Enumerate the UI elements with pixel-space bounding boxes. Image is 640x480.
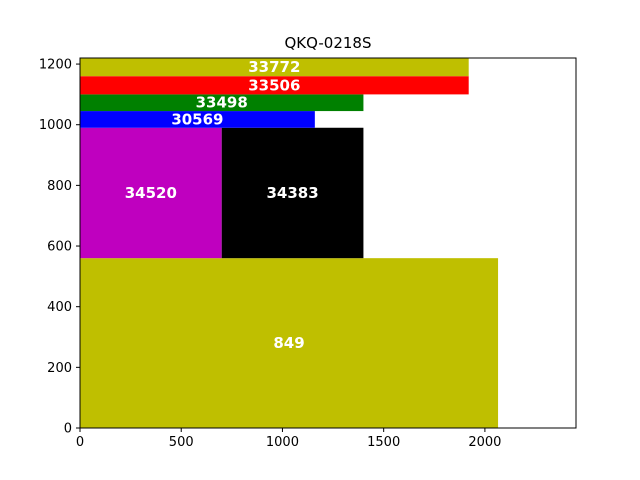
bars-group [80, 58, 499, 428]
chart-title: QKQ-0218S [285, 34, 372, 52]
y-tick-label: 400 [47, 300, 72, 315]
data-label-30569: 30569 [171, 110, 223, 128]
bar-33498 [80, 94, 364, 112]
y-tick-label: 200 [47, 361, 72, 376]
y-tick-label: 600 [47, 240, 72, 255]
y-tick-label: 1200 [39, 58, 72, 73]
data-label-33506: 33506 [248, 76, 300, 94]
x-tick-label: 0 [76, 435, 84, 450]
y-tick-label: 0 [64, 422, 72, 437]
bar-33772 [80, 58, 469, 77]
bar-33506 [80, 76, 469, 95]
data-label-849: 849 [273, 334, 304, 352]
y-tick-label: 1000 [39, 118, 72, 133]
plot-frame [79, 57, 577, 429]
axes-group: 0 500 1000 1500 2000 0 200 400 600 800 1000 1200 [39, 57, 577, 450]
bar-30569 [80, 111, 315, 128]
bar-849 [80, 258, 499, 428]
x-tick-label: 500 [169, 435, 194, 450]
x-tick-label: 1000 [266, 435, 299, 450]
data-label-33498: 33498 [196, 94, 248, 112]
data-label-34520: 34520 [125, 184, 177, 202]
data-label-34383: 34383 [266, 184, 318, 202]
y-tick-label: 800 [47, 179, 72, 194]
x-tick-label: 1500 [367, 435, 400, 450]
data-label-33772: 33772 [248, 58, 300, 76]
bar-34520 [80, 127, 222, 259]
bar-34383 [221, 127, 364, 259]
x-tick-label: 2000 [468, 435, 501, 450]
